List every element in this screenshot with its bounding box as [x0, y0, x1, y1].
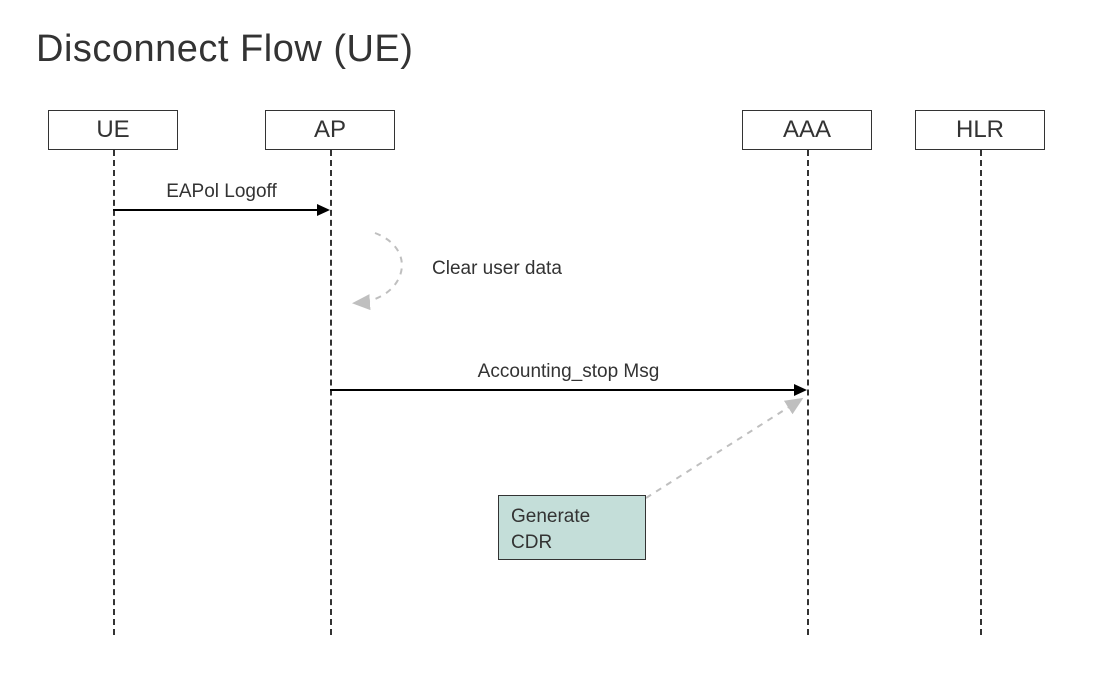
note-connector-arrow: [0, 0, 1104, 679]
note-line: CDR: [511, 530, 633, 556]
note-generate-cdr: Generate CDR: [498, 495, 646, 560]
note-line: Generate: [511, 504, 633, 530]
